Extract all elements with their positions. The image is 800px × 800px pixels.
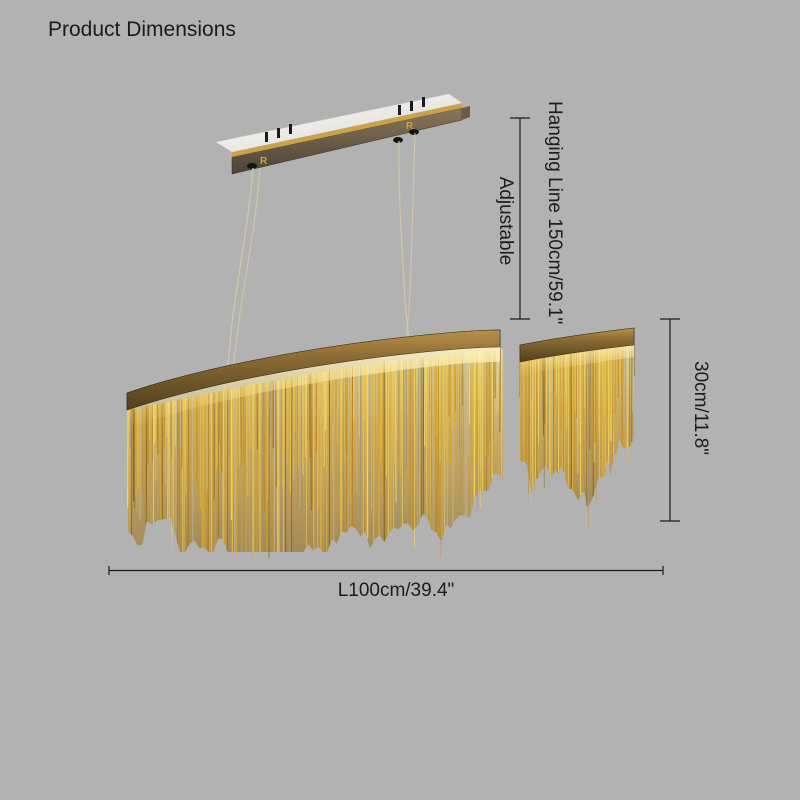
svg-text:30cm/11.8": 30cm/11.8" xyxy=(690,361,711,455)
svg-text:Adjustable: Adjustable xyxy=(495,177,516,266)
svg-text:R: R xyxy=(260,156,268,167)
svg-text:L100cm/39.4": L100cm/39.4" xyxy=(338,580,455,601)
svg-text:Hanging Line 150cm/59.1": Hanging Line 150cm/59.1" xyxy=(544,101,565,324)
